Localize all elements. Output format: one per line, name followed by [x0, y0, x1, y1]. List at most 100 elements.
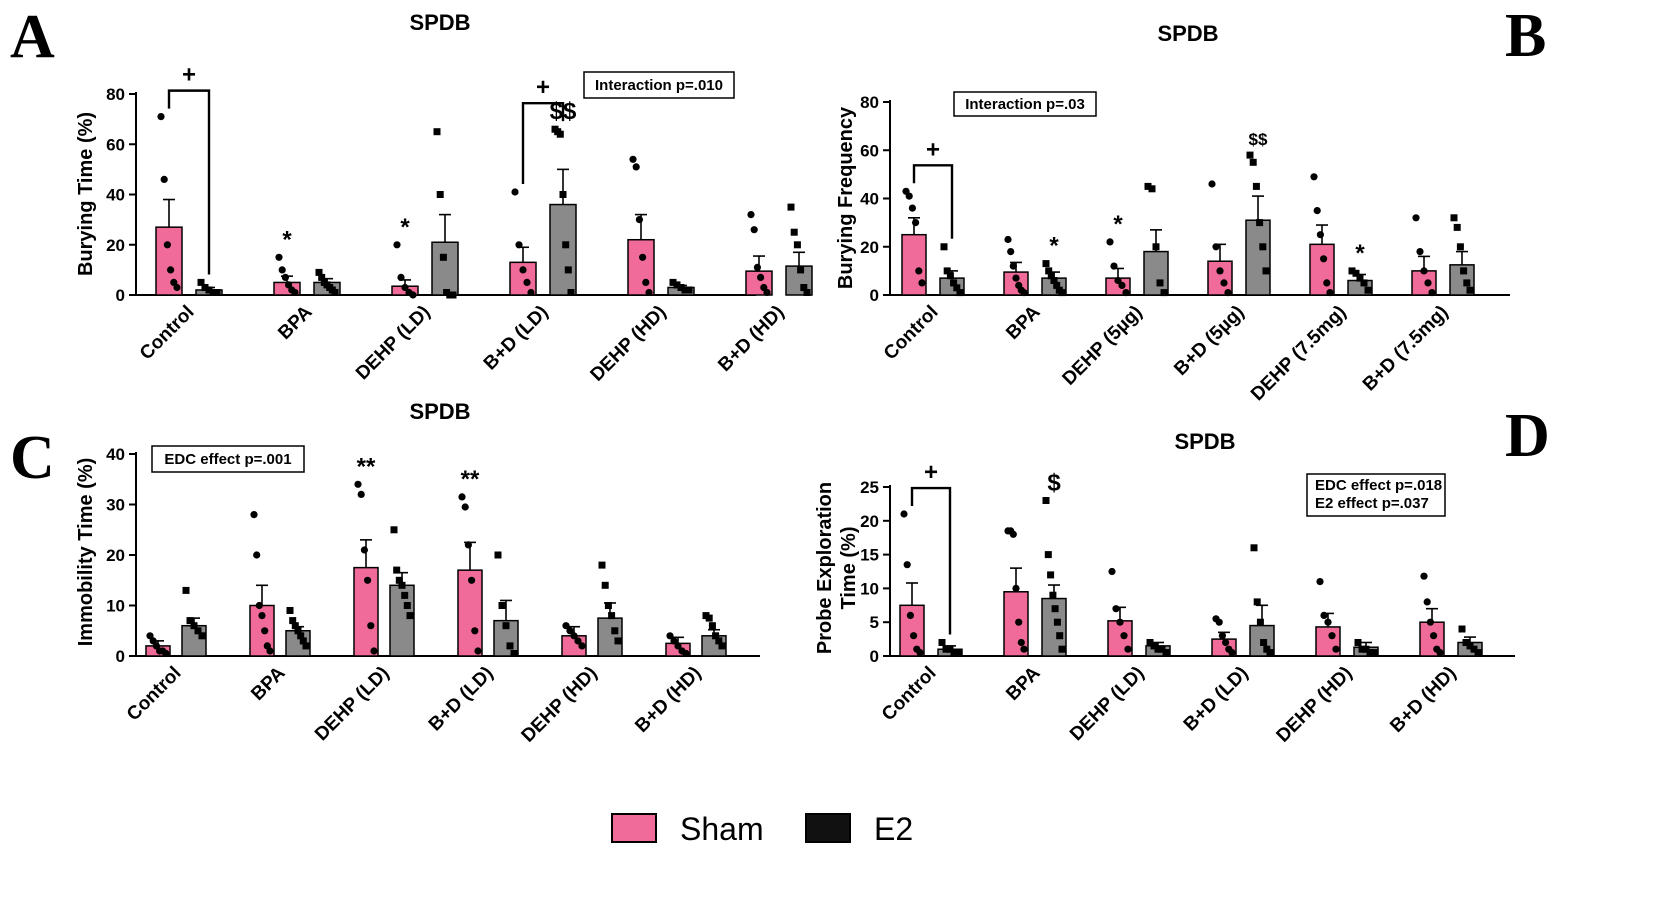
data-point: [1047, 571, 1055, 579]
data-point: [705, 614, 713, 622]
data-point: [294, 627, 302, 635]
data-point: [556, 130, 564, 138]
data-point: [685, 286, 693, 294]
bar-e2: [181, 624, 207, 657]
data-point: [1323, 279, 1331, 287]
data-point: [1352, 269, 1360, 277]
y-tick-label: 10: [860, 579, 879, 598]
data-point: [1310, 173, 1318, 181]
chart-title: SPDB: [409, 399, 470, 424]
x-tick-label: B+D (HD): [631, 663, 705, 737]
significance-bracket: [167, 89, 211, 275]
data-point: [1370, 649, 1378, 657]
annotation-box: [583, 71, 735, 99]
data-point: [1228, 649, 1236, 657]
x-tick-label: DEHP (HD): [518, 663, 602, 747]
data-point: [1460, 267, 1468, 275]
x-tick-label: B+D (LD): [480, 302, 553, 375]
data-point: [940, 243, 948, 251]
data-point: [471, 627, 479, 635]
data-point: [797, 266, 805, 274]
data-point: [1146, 639, 1154, 646]
data-point: [190, 622, 198, 630]
legend-label: E2: [874, 811, 913, 847]
data-point: [197, 278, 205, 286]
legend-swatch: [805, 813, 851, 843]
y-tick-label: 80: [860, 93, 879, 112]
data-point: [498, 602, 506, 609]
data-point: [281, 273, 289, 281]
data-point: [946, 645, 954, 653]
data-point: [523, 278, 531, 286]
data-point: [364, 576, 372, 584]
data-point: [635, 216, 644, 224]
data-point: [1118, 281, 1126, 289]
data-point: [566, 627, 574, 635]
data-point: [403, 602, 411, 609]
significance-marker: +: [182, 62, 196, 89]
x-tick-label: B+D (LD): [425, 663, 498, 736]
y-axis-label-line: Probe Exploration: [814, 482, 836, 654]
data-point: [1108, 567, 1116, 576]
data-point: [793, 241, 801, 249]
data-point: [1316, 578, 1324, 586]
data-point: [278, 266, 286, 274]
data-point: [1453, 223, 1461, 231]
data-point: [915, 267, 923, 275]
data-point: [390, 526, 398, 534]
data-point: [666, 632, 674, 640]
data-point: [1316, 231, 1324, 239]
data-point: [291, 288, 299, 297]
data-point: [708, 622, 716, 630]
y-tick-label: 60: [860, 141, 879, 160]
data-point: [1320, 255, 1328, 263]
data-point: [1326, 289, 1334, 297]
data-point: [167, 266, 175, 274]
data-point: [1218, 632, 1226, 640]
data-point: [401, 283, 409, 292]
y-axis-label: Burying Frequency: [835, 106, 857, 289]
data-point: [1212, 243, 1220, 251]
data-point: [1253, 598, 1261, 606]
data-point: [1042, 497, 1050, 504]
data-point: [1358, 645, 1366, 653]
data-point: [1474, 649, 1482, 657]
data-point: [1428, 289, 1436, 297]
significance-marker: *: [1355, 240, 1365, 267]
data-point: [611, 627, 619, 635]
data-point: [918, 279, 926, 287]
data-point: [1012, 584, 1020, 593]
data-point: [291, 622, 299, 630]
panel-letter: C: [10, 424, 55, 492]
data-point: [1156, 279, 1164, 287]
data-point: [515, 241, 523, 249]
data-point: [1148, 185, 1156, 193]
data-point: [1320, 611, 1328, 620]
data-point: [1259, 243, 1267, 251]
y-tick-label: 0: [116, 647, 125, 666]
data-point: [1150, 642, 1158, 650]
data-point: [1252, 182, 1260, 190]
data-point: [673, 281, 681, 289]
data-point: [297, 632, 305, 640]
annotation-text: Interaction p=.010: [595, 77, 723, 94]
x-tick-label: Control: [136, 302, 199, 365]
data-point: [315, 268, 323, 276]
data-point: [954, 649, 962, 657]
data-point: [950, 649, 958, 657]
data-point: [715, 637, 723, 645]
data-point: [910, 632, 918, 640]
data-point: [266, 647, 274, 655]
data-point: [1456, 243, 1464, 251]
bar-e2: [431, 241, 459, 296]
x-tick-label: B+D (7.5mg): [1359, 302, 1453, 396]
data-point: [253, 551, 261, 559]
x-tick-label: DEHP (LD): [311, 663, 394, 746]
data-point: [1116, 618, 1124, 626]
y-tick-label: 0: [870, 286, 879, 305]
data-point: [574, 637, 582, 645]
data-point: [900, 510, 908, 518]
data-point: [753, 263, 762, 271]
significance-marker: *: [400, 214, 410, 241]
